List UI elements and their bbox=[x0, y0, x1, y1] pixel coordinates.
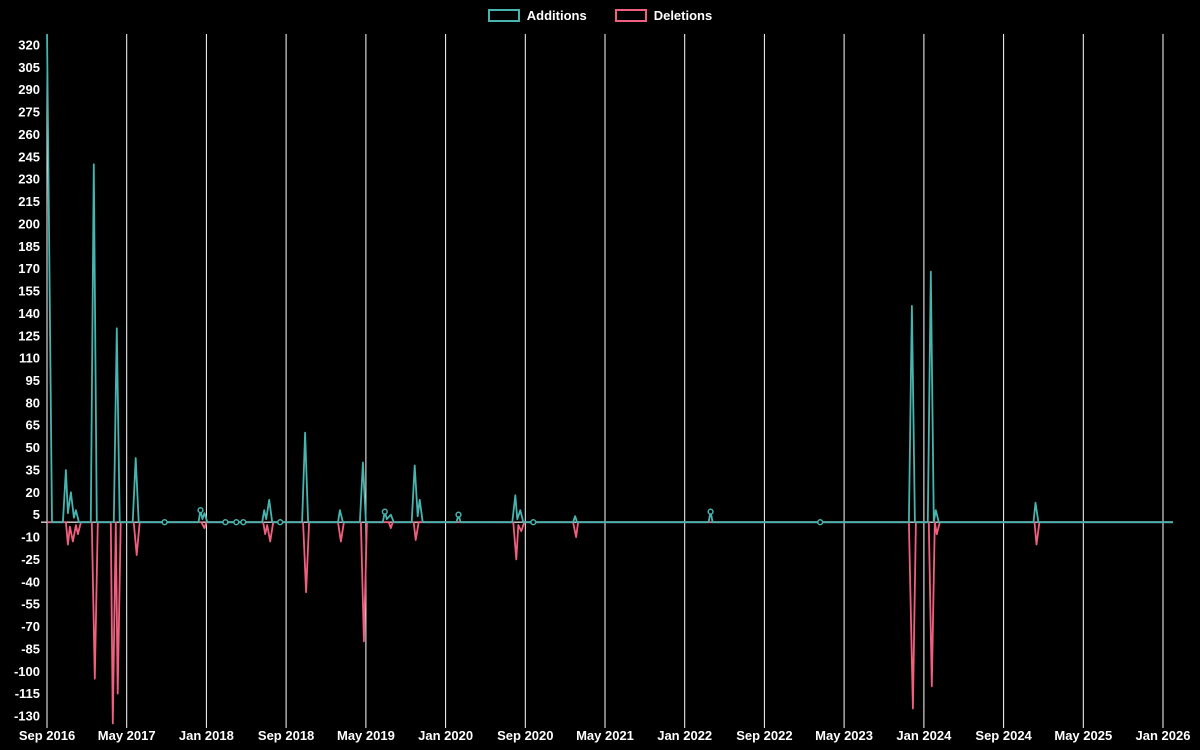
svg-text:185: 185 bbox=[18, 239, 40, 254]
svg-text:-10: -10 bbox=[21, 530, 40, 545]
svg-text:215: 215 bbox=[18, 194, 40, 209]
vertical-gridlines bbox=[46, 34, 1164, 728]
svg-text:-25: -25 bbox=[21, 552, 40, 567]
chart-legend: Additions Deletions bbox=[0, 8, 1200, 23]
svg-text:May 2025: May 2025 bbox=[1054, 728, 1112, 743]
svg-text:Sep 2016: Sep 2016 bbox=[19, 728, 75, 743]
svg-text:May 2019: May 2019 bbox=[337, 728, 395, 743]
svg-text:155: 155 bbox=[18, 284, 40, 299]
additions-point-marker bbox=[222, 519, 229, 526]
svg-text:-85: -85 bbox=[21, 641, 40, 656]
svg-text:Jan 2022: Jan 2022 bbox=[657, 728, 712, 743]
svg-text:Sep 2022: Sep 2022 bbox=[736, 728, 792, 743]
additions-point-marker bbox=[197, 507, 204, 514]
svg-text:Jan 2024: Jan 2024 bbox=[896, 728, 952, 743]
additions-point-marker bbox=[817, 519, 824, 526]
svg-text:May 2017: May 2017 bbox=[98, 728, 156, 743]
svg-text:Jan 2018: Jan 2018 bbox=[179, 728, 234, 743]
svg-text:Sep 2020: Sep 2020 bbox=[497, 728, 553, 743]
additions-point-marker bbox=[530, 519, 537, 526]
svg-text:Jan 2026: Jan 2026 bbox=[1136, 728, 1191, 743]
svg-text:May 2023: May 2023 bbox=[815, 728, 873, 743]
additions-point-marker bbox=[381, 508, 388, 515]
svg-text:80: 80 bbox=[26, 395, 40, 410]
additions-point-marker bbox=[233, 519, 240, 526]
svg-text:-70: -70 bbox=[21, 619, 40, 634]
additions-point-marker bbox=[707, 508, 714, 515]
x-axis-labels: Sep 2016 May 2017 Jan 2018 Sep 2018 May 2019… bbox=[19, 728, 1191, 743]
svg-text:260: 260 bbox=[18, 127, 40, 142]
additions-series-line bbox=[46, 34, 1173, 524]
svg-text:110: 110 bbox=[19, 351, 40, 366]
svg-text:305: 305 bbox=[18, 60, 40, 75]
additions-point-marker bbox=[277, 519, 284, 526]
svg-text:Sep 2018: Sep 2018 bbox=[258, 728, 314, 743]
additions-point-marker bbox=[161, 519, 168, 526]
svg-text:Jan 2020: Jan 2020 bbox=[418, 728, 473, 743]
svg-text:-100: -100 bbox=[14, 664, 40, 679]
svg-text:245: 245 bbox=[18, 149, 40, 164]
svg-text:35: 35 bbox=[26, 463, 40, 478]
svg-text:95: 95 bbox=[26, 373, 40, 388]
svg-text:230: 230 bbox=[18, 172, 40, 187]
legend-label-additions: Additions bbox=[526, 8, 587, 23]
svg-text:5: 5 bbox=[33, 507, 40, 522]
svg-text:50: 50 bbox=[26, 440, 40, 455]
additions-point-marker bbox=[240, 519, 247, 526]
svg-text:May 2021: May 2021 bbox=[576, 728, 634, 743]
svg-text:20: 20 bbox=[26, 485, 40, 500]
svg-text:275: 275 bbox=[18, 105, 40, 120]
y-axis-labels: 320 305 290 275 260 245 230 215 200 185 170 155 140 1… bbox=[14, 38, 40, 724]
svg-text:65: 65 bbox=[26, 418, 40, 433]
additions-point-marker bbox=[455, 511, 462, 518]
svg-text:Sep 2024: Sep 2024 bbox=[975, 728, 1032, 743]
legend-item-additions[interactable]: Additions bbox=[487, 8, 587, 23]
svg-text:-55: -55 bbox=[21, 597, 40, 612]
svg-text:170: 170 bbox=[18, 261, 40, 276]
svg-text:320: 320 bbox=[18, 38, 40, 53]
svg-text:-130: -130 bbox=[14, 709, 40, 724]
legend-item-deletions[interactable]: Deletions bbox=[614, 8, 713, 23]
legend-label-deletions: Deletions bbox=[653, 8, 713, 23]
svg-text:140: 140 bbox=[18, 306, 40, 321]
svg-text:200: 200 bbox=[18, 216, 40, 231]
additions-swatch bbox=[487, 9, 520, 22]
svg-text:-115: -115 bbox=[15, 686, 40, 701]
svg-text:290: 290 bbox=[18, 82, 40, 97]
svg-text:125: 125 bbox=[18, 328, 40, 343]
deletions-swatch bbox=[614, 9, 647, 22]
svg-text:-40: -40 bbox=[21, 574, 40, 589]
